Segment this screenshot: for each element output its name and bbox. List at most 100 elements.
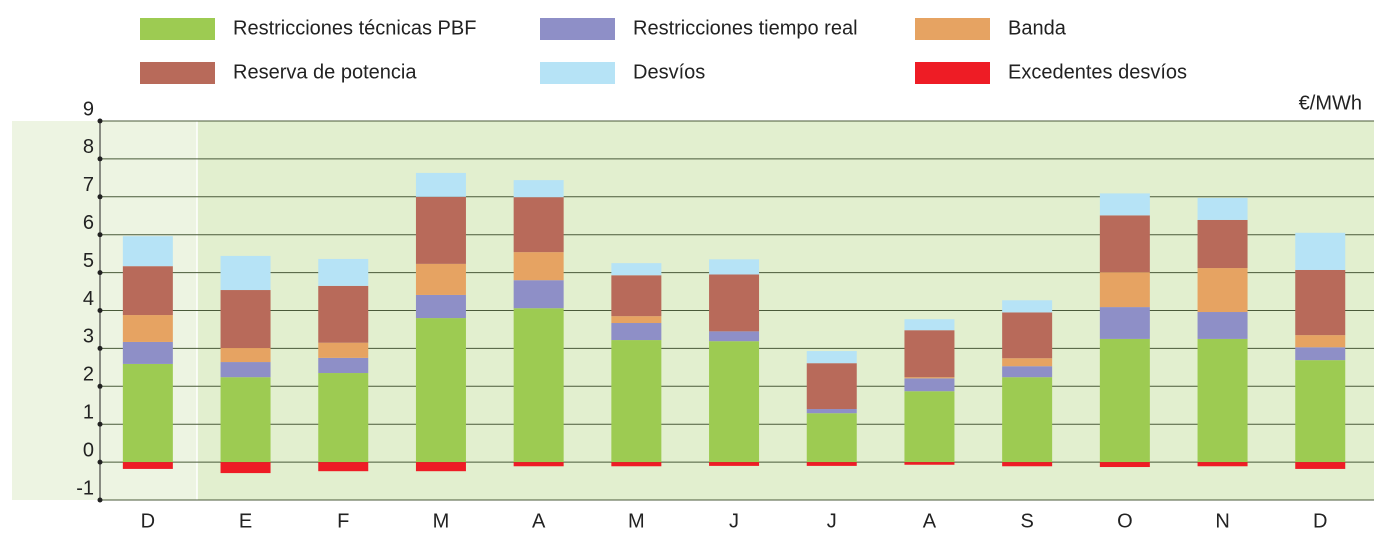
legend-swatch: [915, 62, 990, 84]
bar-segment: [709, 259, 760, 275]
bar-segment: [611, 323, 662, 341]
y-tick-label: 5: [83, 250, 94, 272]
bar-segment: [806, 462, 857, 466]
bar-segment: [1002, 358, 1053, 367]
bar-segment: [220, 255, 271, 291]
bar-segment: [1295, 360, 1346, 463]
bar-segment: [513, 462, 564, 467]
x-tick-label: E: [239, 510, 252, 532]
bar-segment: [318, 285, 369, 343]
x-tick-label: J: [729, 510, 739, 532]
bar-segment: [1002, 377, 1053, 463]
bar-segment: [122, 341, 173, 364]
bar-segment: [1099, 462, 1150, 468]
bar-segment: [1197, 312, 1248, 339]
y-tick-label: 1: [83, 401, 94, 423]
bar-segment: [1002, 366, 1053, 378]
bar-segment: [1295, 347, 1346, 361]
bar-segment: [1002, 462, 1053, 467]
bar-segment: [318, 373, 369, 463]
unit-label: €/MWh: [1299, 92, 1362, 114]
bar-segment: [904, 391, 955, 463]
bar-segment: [806, 351, 857, 364]
bar-segment: [904, 378, 955, 392]
bar-segment: [513, 280, 564, 309]
legend-label: Restricciones tiempo real: [633, 17, 858, 39]
y-tick-label: 0: [83, 439, 94, 461]
y-tick-label: 7: [83, 174, 94, 196]
x-tick-label: D: [141, 510, 155, 532]
bar-segment: [415, 172, 466, 197]
legend-swatch: [915, 18, 990, 40]
legend-swatch: [540, 18, 615, 40]
bar-segment: [611, 462, 662, 467]
bar-segment: [1099, 307, 1150, 339]
x-tick-label: S: [1020, 510, 1033, 532]
bar-segment: [415, 318, 466, 463]
bar-segment: [1295, 232, 1346, 270]
bar-segment: [806, 413, 857, 463]
x-tick-label: F: [337, 510, 349, 532]
bar-segment: [611, 275, 662, 317]
bar-segment: [513, 197, 564, 253]
x-tick-label: J: [827, 510, 837, 532]
bar-segment: [318, 342, 369, 358]
legend-label: Reserva de potencia: [233, 61, 417, 83]
bar-segment: [1295, 269, 1346, 336]
bar-segment: [1295, 335, 1346, 348]
x-tick-label: M: [628, 510, 645, 532]
legend-label: Banda: [1008, 17, 1067, 39]
bar-segment: [220, 377, 271, 463]
bar-segment: [611, 316, 662, 324]
bar-segment: [415, 196, 466, 264]
bar-segment: [1099, 338, 1150, 463]
bar-segment: [709, 274, 760, 332]
y-tick-label: 2: [83, 364, 94, 386]
bar-segment: [220, 462, 271, 474]
bar-segment: [709, 331, 760, 342]
legend-label: Excedentes desvíos: [1008, 61, 1187, 83]
bar-segment: [904, 330, 955, 378]
bar-segment: [1197, 197, 1248, 220]
bar-segment: [806, 409, 857, 414]
bar-segment: [1002, 300, 1053, 313]
y-tick-label: 4: [83, 288, 94, 310]
bar-segment: [415, 294, 466, 319]
bar-segment: [318, 357, 369, 374]
x-tick-label: N: [1215, 510, 1229, 532]
bar-segment: [611, 263, 662, 276]
bar-segment: [1197, 268, 1248, 313]
x-tick-label: D: [1313, 510, 1327, 532]
bar-segment: [1099, 272, 1150, 308]
bar-segment: [122, 236, 173, 267]
bar-segment: [318, 258, 369, 286]
x-tick-label: O: [1117, 510, 1133, 532]
bar-segment: [415, 462, 466, 472]
y-tick-label: 3: [83, 326, 94, 348]
x-tick-label: M: [433, 510, 450, 532]
bar-segment: [1295, 462, 1346, 469]
y-tick-label: 6: [83, 212, 94, 234]
bar-segment: [904, 377, 955, 379]
x-tick-label: A: [923, 510, 937, 532]
bar-segment: [122, 462, 173, 469]
bar-segment: [709, 341, 760, 463]
bar-segment: [513, 308, 564, 463]
legend-label: Restricciones técnicas PBF: [233, 17, 476, 39]
bar-segment: [220, 290, 271, 349]
bar-segment: [904, 319, 955, 331]
y-tick-label: 8: [83, 136, 94, 158]
y-tick-label: -1: [76, 477, 94, 499]
bar-segment: [1197, 219, 1248, 269]
bar-segment: [513, 180, 564, 198]
legend-swatch: [140, 62, 215, 84]
bar-segment: [122, 363, 173, 463]
bar-segment: [904, 462, 955, 465]
bar-segment: [122, 315, 173, 342]
bar-segment: [1197, 338, 1248, 463]
bar-segment: [1099, 215, 1150, 273]
legend-label: Desvíos: [633, 61, 705, 83]
x-tick-label: A: [532, 510, 546, 532]
bar-segment: [415, 263, 466, 295]
